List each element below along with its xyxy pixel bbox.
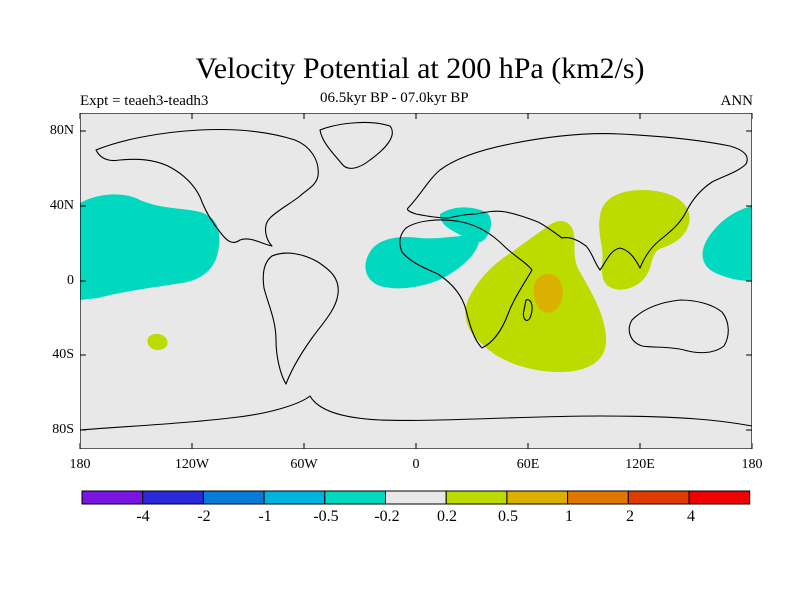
coastline-greenland [319, 122, 393, 169]
colorbar-label: -0.5 [313, 508, 339, 525]
lat-label-80s: 80S [52, 422, 74, 437]
region-west-pacific-negative [702, 206, 752, 281]
colorbar-label: -2 [197, 508, 211, 525]
lat-label-40s: 40S [52, 347, 74, 362]
colorbar-label: 1 [565, 508, 573, 525]
coastline-madagascar [522, 299, 533, 321]
chart-title: Velocity Potential at 200 hPa (km2/s) [195, 52, 645, 85]
region-east-asia-positive [599, 190, 690, 290]
colorbar-box [385, 490, 447, 505]
region-south-pacific-positive-patch [147, 333, 168, 350]
colorbar-label: -0.2 [374, 508, 400, 525]
chart-subtitle: 06.5kyr BP - 07.0kyr BP [320, 90, 469, 106]
colorbar-box [81, 490, 144, 505]
lon-label-180e: 180 [741, 457, 763, 472]
lat-label-80n: 80N [49, 123, 74, 138]
colorbar-label: -1 [258, 508, 272, 525]
colorbar-box [324, 490, 386, 505]
coastline-antarctica [80, 395, 752, 431]
region-north-pacific-negative [80, 194, 220, 300]
colorbar-box [263, 490, 326, 505]
lon-label-60w: 60W [290, 457, 318, 472]
colorbar-label: -4 [136, 508, 150, 525]
colorbar-label: 0.5 [498, 508, 518, 525]
colorbar-label: 0.2 [437, 508, 457, 525]
colorbar-box [506, 490, 569, 505]
lon-label-60e: 60E [516, 457, 540, 472]
coastline-australia [628, 299, 729, 354]
coastline-south-america [262, 252, 339, 385]
map-area [80, 113, 752, 449]
coastline-eurasia [406, 133, 748, 271]
lon-label-180w: 180 [69, 457, 91, 472]
colorbar-box [567, 490, 629, 505]
lat-label-0: 0 [67, 273, 74, 288]
region-central-atlantic-negative [365, 235, 479, 289]
coastline-north-america [95, 128, 319, 247]
colorbar-label: 2 [626, 508, 634, 525]
colorbar-box [202, 490, 265, 505]
lon-label-0: 0 [412, 457, 420, 472]
colorbar-label: 4 [687, 508, 695, 525]
colorbar-box [142, 490, 204, 505]
season-label: ANN [720, 93, 754, 109]
lat-label-40n: 40N [49, 198, 74, 213]
experiment-label: Expt = teaeh3-teadh3 [80, 93, 209, 109]
lon-label-120w: 120W [174, 457, 210, 472]
colorbar-box [445, 490, 508, 505]
region-indian-ocean-core [533, 273, 563, 313]
colorbar-box [688, 490, 751, 505]
lon-label-120e: 120E [625, 457, 655, 472]
colorbar-box [627, 490, 690, 505]
coastline-africa [399, 219, 533, 349]
region-mediterranean-negative [440, 207, 492, 243]
colorbar [81, 490, 751, 505]
